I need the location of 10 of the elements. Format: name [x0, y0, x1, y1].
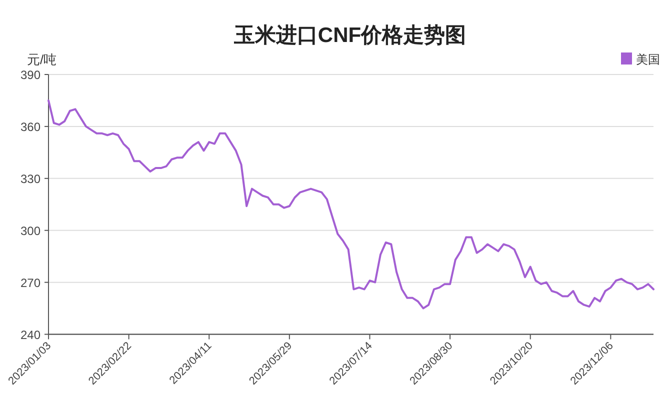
y-axis-title: 元/吨 [27, 52, 57, 67]
y-tick-label: 270 [20, 276, 41, 290]
y-tick-label: 330 [20, 172, 41, 186]
y-tick-label: 300 [20, 224, 41, 238]
y-tick-label: 390 [20, 68, 41, 82]
legend-label: 美国 [636, 52, 660, 66]
legend: 美国 [621, 52, 660, 66]
y-tick-label: 240 [20, 328, 41, 342]
y-tick-label: 360 [20, 120, 41, 134]
chart-title: 玉米进口CNF价格走势图 [232, 24, 466, 47]
